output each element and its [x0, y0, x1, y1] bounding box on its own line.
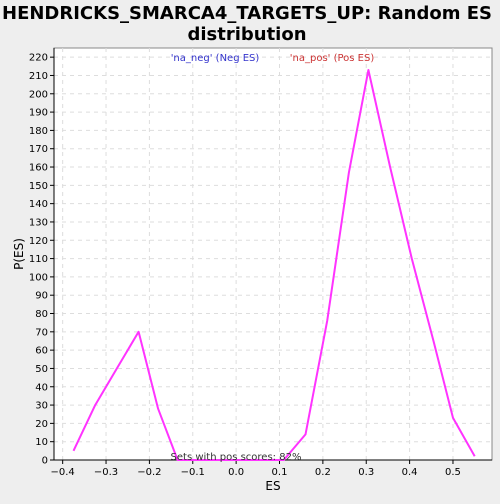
series-layer	[72, 69, 476, 461]
y-tick-label: 180	[29, 126, 48, 137]
y-tick-label: 0	[42, 456, 48, 467]
y-tick-label: 70	[35, 327, 48, 338]
y-tick-label: 210	[29, 71, 48, 82]
y-tick-label: 150	[29, 181, 48, 192]
y-tick-label: 160	[29, 163, 48, 174]
chart-title-line-2: distribution	[187, 24, 306, 45]
x-tick-label: 0.3	[358, 467, 374, 478]
x-tick-label: 0.4	[402, 467, 418, 478]
y-axis-label: P(ES)	[12, 238, 26, 270]
y-tick-label: 80	[35, 309, 48, 320]
y-tick-label: 20	[35, 419, 48, 430]
x-tick-label: 0.1	[272, 467, 288, 478]
axes: −0.4 −0.3 −0.2 −0.1 0.0 0.1 0.2 0.3 0.4 0.5 0 10 20 3…	[29, 48, 492, 478]
x-tick-label: 0.0	[228, 467, 244, 478]
es-distribution-line	[72, 69, 476, 461]
x-tick-label: −0.4	[51, 467, 75, 478]
plot-area	[53, 47, 493, 461]
chart-title-line-1: HENDRICKS_SMARCA4_TARGETS_UP: Random ES	[2, 3, 492, 24]
y-tick-label: 120	[29, 236, 48, 247]
y-tick-label: 60	[35, 346, 48, 357]
grid	[54, 48, 492, 461]
legend-neg: 'na_neg' (Neg ES)	[171, 53, 260, 64]
y-tick-label: 90	[35, 291, 48, 302]
y-tick-label: 110	[29, 254, 48, 265]
y-tick-label: 40	[35, 382, 48, 393]
y-tick-label: 100	[29, 272, 48, 283]
y-tick-label: 140	[29, 199, 48, 210]
x-axis-label: ES	[265, 479, 280, 493]
y-tick-label: 190	[29, 108, 48, 119]
legend-pos: 'na_pos' (Pos ES)	[290, 53, 375, 64]
y-tick-label: 130	[29, 217, 48, 228]
y-tick-label: 170	[29, 144, 48, 155]
y-tick-label: 220	[29, 53, 48, 64]
x-tick-label: −0.3	[94, 467, 118, 478]
x-tick-label: −0.1	[181, 467, 205, 478]
x-tick-label: 0.2	[315, 467, 331, 478]
y-tick-label: 30	[35, 401, 48, 412]
y-tick-label: 50	[35, 364, 48, 375]
pos-score-annotation: Sets with pos scores: 82%	[171, 452, 302, 463]
y-tick-label: 200	[29, 89, 48, 100]
x-tick-label: −0.2	[137, 467, 161, 478]
y-tick-label: 10	[35, 437, 48, 448]
x-tick-label: 0.5	[445, 467, 461, 478]
